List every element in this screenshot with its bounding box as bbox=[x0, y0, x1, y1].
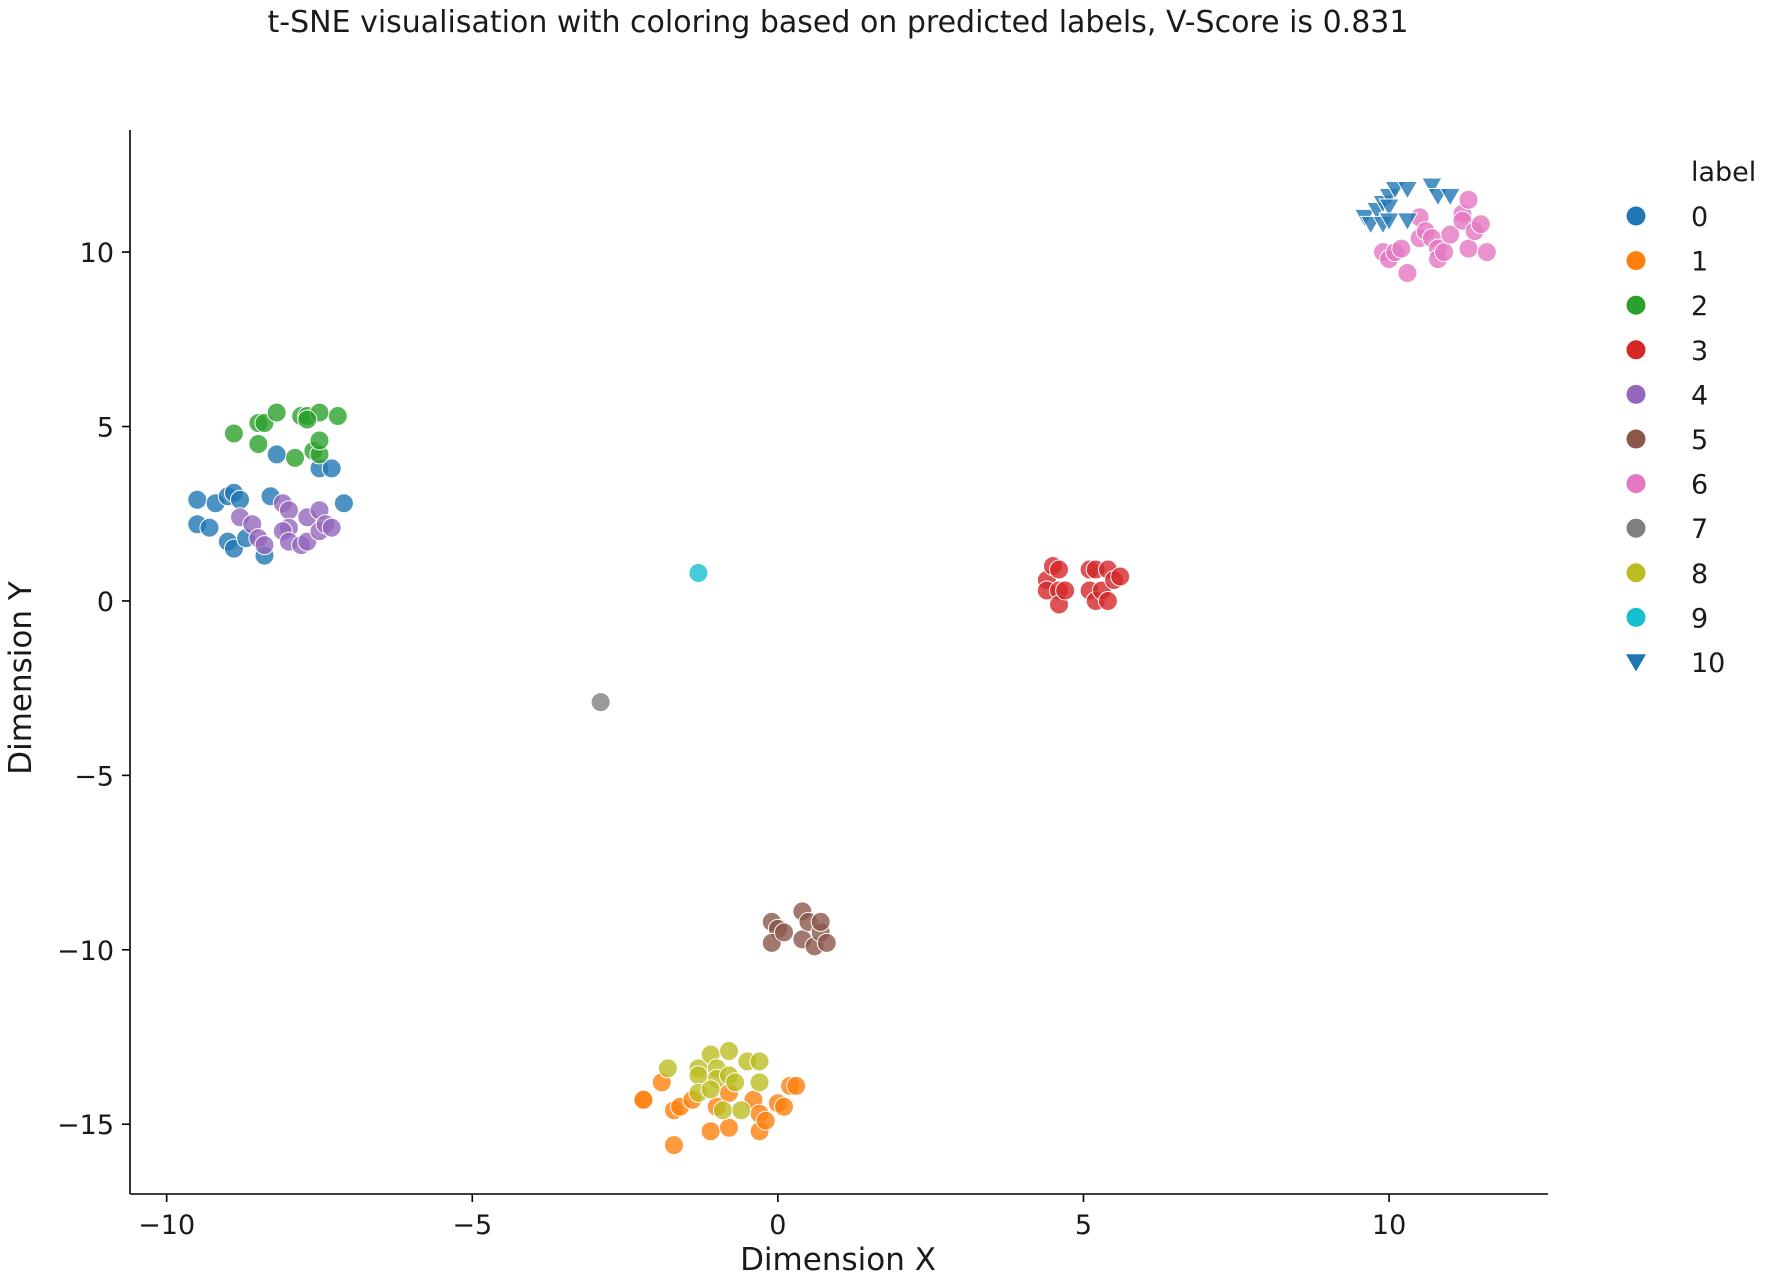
data-point-label-6 bbox=[1476, 242, 1497, 263]
legend-label-6: 6 bbox=[1691, 470, 1708, 501]
legend-marker-3 bbox=[1626, 340, 1646, 360]
data-point-label-10 bbox=[1396, 181, 1419, 200]
data-point-label-3 bbox=[1049, 559, 1070, 580]
legend-marker-8 bbox=[1626, 563, 1646, 583]
data-point-label-5 bbox=[816, 932, 837, 953]
legend-items: 0 1 2 3 4 5 6 7 8 9 10 bbox=[1626, 202, 1725, 679]
y-ticks: 10 5 0 −5 −10 −15 bbox=[57, 238, 130, 1141]
data-point-label-8 bbox=[725, 1072, 746, 1093]
legend-label-9: 9 bbox=[1691, 603, 1708, 634]
legend: label 0 1 2 3 4 5 6 7 8 9 10 bbox=[1626, 157, 1756, 679]
data-point-label-0 bbox=[199, 517, 220, 538]
y-tick-label: 10 bbox=[80, 238, 114, 269]
data-point-label-8 bbox=[749, 1051, 770, 1072]
data-point-label-8 bbox=[712, 1100, 733, 1121]
x-tick-label: 0 bbox=[769, 1210, 786, 1241]
data-point-label-3 bbox=[1055, 580, 1076, 601]
data-point-label-8 bbox=[700, 1079, 721, 1100]
data-point-label-8 bbox=[657, 1058, 678, 1079]
data-point-label-0 bbox=[230, 489, 251, 510]
legend-label-3: 3 bbox=[1691, 336, 1708, 367]
data-point-label-5 bbox=[773, 922, 794, 943]
data-points bbox=[187, 177, 1497, 1156]
data-point-label-1 bbox=[633, 1089, 654, 1110]
x-tick-label: 5 bbox=[1075, 1210, 1092, 1241]
data-point-label-10 bbox=[1396, 212, 1419, 232]
data-point-label-8 bbox=[749, 1072, 770, 1093]
legend-label-8: 8 bbox=[1691, 559, 1708, 590]
data-point-label-10 bbox=[1378, 198, 1400, 218]
legend-marker-7 bbox=[1626, 518, 1646, 538]
data-point-label-0 bbox=[333, 493, 354, 514]
data-point-label-3 bbox=[1110, 566, 1131, 587]
y-tick-label: −15 bbox=[57, 1110, 114, 1141]
data-point-label-6 bbox=[1458, 238, 1479, 259]
y-axis-label: Dimension Y bbox=[3, 581, 39, 775]
legend-marker-9 bbox=[1626, 607, 1646, 627]
y-tick-label: 5 bbox=[97, 413, 114, 444]
legend-marker-5 bbox=[1626, 429, 1646, 449]
y-tick-label: −10 bbox=[57, 936, 114, 967]
data-point-label-0 bbox=[187, 489, 208, 510]
x-ticks: −10 −5 0 5 10 bbox=[138, 1194, 1406, 1241]
x-tick-label: −10 bbox=[138, 1210, 195, 1241]
data-point-label-6 bbox=[1434, 242, 1455, 263]
data-point-label-4 bbox=[278, 500, 299, 521]
legend-marker-1 bbox=[1626, 251, 1646, 271]
data-point-label-1 bbox=[755, 1110, 776, 1131]
legend-label-0: 0 bbox=[1691, 202, 1708, 233]
data-point-label-2 bbox=[248, 433, 269, 454]
legend-label-7: 7 bbox=[1691, 514, 1708, 545]
data-point-label-8 bbox=[731, 1100, 752, 1121]
legend-label-5: 5 bbox=[1691, 425, 1708, 456]
data-point-label-6 bbox=[1440, 224, 1461, 245]
legend-label-2: 2 bbox=[1691, 291, 1708, 322]
data-point-label-6 bbox=[1391, 238, 1412, 259]
legend-marker-0 bbox=[1626, 206, 1646, 226]
x-tick-label: 10 bbox=[1372, 1210, 1406, 1241]
axes: −10 −5 0 5 10 10 5 0 −5 −10 −15 bbox=[57, 130, 1548, 1241]
data-point-label-6 bbox=[1458, 189, 1479, 210]
data-point-label-2 bbox=[327, 406, 348, 427]
data-point-label-2 bbox=[309, 430, 330, 451]
x-axis-label: Dimension X bbox=[740, 1242, 936, 1278]
chart-title: t-SNE visualisation with coloring based … bbox=[268, 5, 1409, 40]
data-point-label-2 bbox=[297, 409, 318, 430]
data-point-label-7 bbox=[590, 692, 611, 713]
legend-marker-10 bbox=[1626, 654, 1646, 672]
legend-label-10: 10 bbox=[1691, 648, 1725, 679]
legend-marker-2 bbox=[1626, 295, 1646, 315]
data-point-label-1 bbox=[663, 1135, 684, 1156]
data-point-label-6 bbox=[1397, 263, 1418, 284]
legend-marker-6 bbox=[1626, 474, 1646, 494]
data-point-label-4 bbox=[254, 535, 275, 556]
data-point-label-0 bbox=[266, 444, 287, 465]
data-point-label-1 bbox=[786, 1075, 807, 1096]
y-tick-label: −5 bbox=[74, 761, 114, 792]
data-point-label-4 bbox=[321, 517, 342, 538]
legend-marker-4 bbox=[1626, 384, 1646, 404]
data-point-label-8 bbox=[718, 1040, 739, 1061]
data-point-label-10 bbox=[1439, 187, 1462, 207]
data-point-label-1 bbox=[718, 1117, 739, 1138]
data-point-label-2 bbox=[266, 402, 287, 423]
data-point-label-5 bbox=[810, 911, 831, 932]
data-point-label-10 bbox=[1378, 212, 1400, 232]
legend-title: label bbox=[1691, 157, 1756, 188]
data-point-label-2 bbox=[285, 447, 306, 468]
data-point-label-9 bbox=[688, 563, 709, 584]
data-point-label-0 bbox=[321, 458, 342, 479]
data-point-label-6 bbox=[1470, 214, 1491, 235]
y-tick-label: 0 bbox=[97, 587, 114, 618]
data-point-label-10 bbox=[1421, 177, 1443, 197]
data-point-label-3 bbox=[1097, 590, 1118, 611]
legend-label-4: 4 bbox=[1691, 380, 1708, 411]
legend-label-1: 1 bbox=[1691, 247, 1708, 278]
data-point-label-1 bbox=[773, 1096, 794, 1117]
x-tick-label: −5 bbox=[452, 1210, 492, 1241]
data-point-label-1 bbox=[700, 1121, 721, 1142]
data-point-label-2 bbox=[223, 423, 244, 444]
